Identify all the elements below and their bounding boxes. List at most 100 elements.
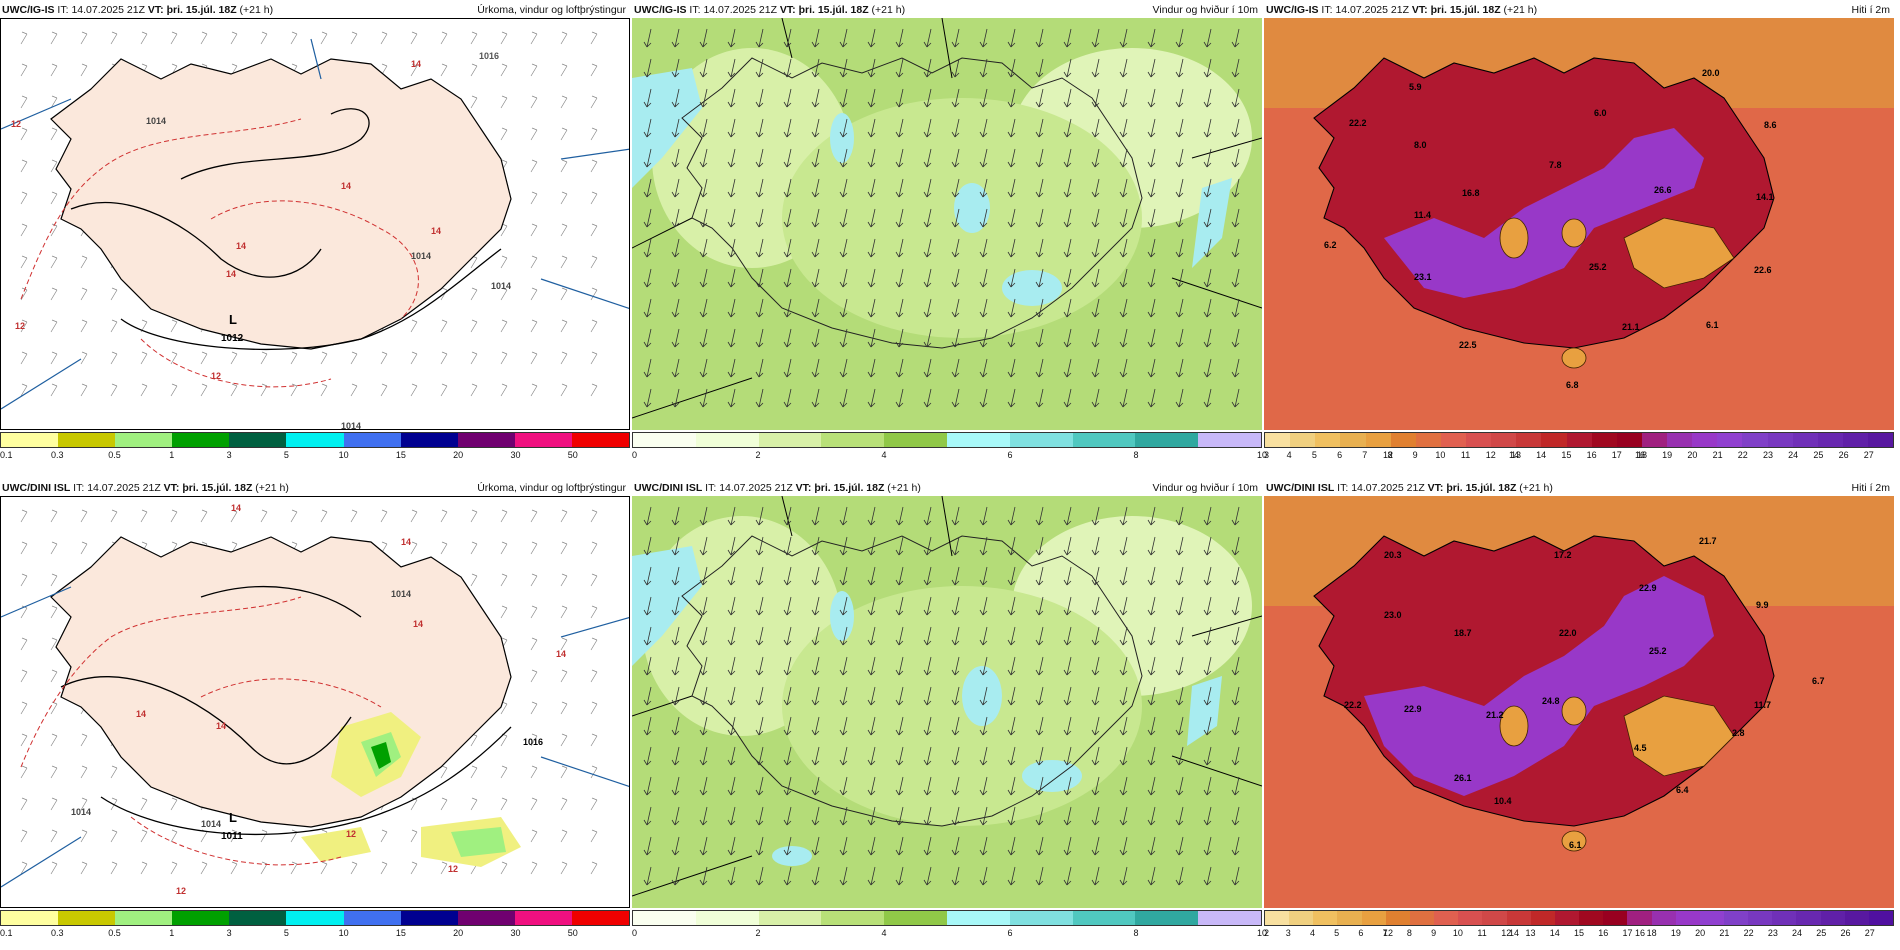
- vt-label: VT:: [795, 482, 812, 494]
- colorbar-segment: [1817, 433, 1843, 447]
- wind-arrow: [839, 28, 848, 48]
- wind-arrow: [951, 118, 960, 138]
- wind-arrow: [1063, 776, 1072, 796]
- wind-arrow: [839, 118, 848, 138]
- wind-arrow: [1035, 596, 1044, 616]
- wind-arrow: [895, 238, 904, 258]
- colorbar-tick-label: 0: [632, 450, 638, 460]
- wind-arrow: [1119, 656, 1128, 676]
- colorbar-segment: [1482, 911, 1507, 925]
- issue-time: 14.07.2025 21Z: [1351, 482, 1425, 494]
- colorbar-segment: [514, 911, 572, 925]
- map-label: 9.9: [1756, 600, 1769, 610]
- wind-arrow: [671, 776, 680, 796]
- wind-barb: [170, 319, 178, 333]
- wind-arrow: [755, 268, 764, 288]
- wind-arrow: [727, 656, 736, 676]
- wind-arrow: [895, 716, 904, 736]
- colorbar-segment: [1554, 911, 1580, 925]
- wind-arrow: [923, 28, 932, 48]
- wind-arrow: [1091, 626, 1100, 646]
- it-label: IT:: [689, 4, 701, 16]
- colorbar-tick-label: 25: [1816, 928, 1827, 938]
- wind-arrow: [1175, 506, 1184, 526]
- wind-arrow: [839, 596, 848, 616]
- wind-arrow: [951, 238, 960, 258]
- colorbar-tick-label: 26: [1840, 928, 1851, 938]
- wind-arrow: [811, 626, 820, 646]
- map-label: 4.5: [1634, 743, 1647, 753]
- wind-arrow: [1147, 208, 1156, 228]
- wind-arrow: [727, 178, 736, 198]
- colorbar-segment: [1409, 911, 1435, 925]
- wind-arrow: [1091, 88, 1100, 108]
- map-label: 14.1: [1756, 192, 1774, 202]
- wind-arrow: [895, 388, 904, 408]
- wind-arrow: [755, 28, 764, 48]
- colorbar-segment: [1566, 433, 1592, 447]
- wind-arrow: [1175, 298, 1184, 318]
- wind-arrow: [811, 716, 820, 736]
- wind-arrow: [1063, 566, 1072, 586]
- wind-barb: [200, 861, 208, 875]
- wind-barb: [560, 191, 568, 205]
- wind-arrow: [1007, 268, 1016, 288]
- wind-arrow: [671, 536, 680, 556]
- wind-arrow: [1063, 866, 1072, 886]
- wind-arrow: [1063, 806, 1072, 826]
- colorbar-tick-label: 10: [1452, 928, 1463, 938]
- map-label: 1014: [146, 116, 166, 126]
- wind-arrow: [1119, 626, 1128, 646]
- wind-barb: [590, 701, 598, 715]
- vt-label: VT:: [147, 4, 164, 16]
- wind-arrow: [923, 178, 932, 198]
- colorbar-segment: [1198, 911, 1261, 925]
- wind-arrow: [783, 686, 792, 706]
- wind-barb: [110, 829, 118, 843]
- wind-arrow: [699, 298, 708, 318]
- wind-barb: [170, 31, 178, 45]
- wind-arrow: [1119, 746, 1128, 766]
- wind-barb: [590, 191, 598, 205]
- colorbar-tick-label: 19: [1670, 928, 1681, 938]
- wind-barb: [230, 351, 238, 365]
- wind-arrow: [867, 776, 876, 796]
- colorbar-segment: [115, 911, 173, 925]
- wind-arrow: [671, 28, 680, 48]
- wind-barb: [470, 287, 478, 301]
- map-label: 14: [556, 649, 566, 659]
- wind-barb: [440, 861, 448, 875]
- panel-igis-temp: UWC/IG-IS IT: 14.07.2025 21Z VT: þri. 15…: [1264, 0, 1894, 470]
- wind-barb: [50, 63, 58, 77]
- wind-arrow: [699, 836, 708, 856]
- wind-arrow: [839, 208, 848, 228]
- wind-arrow: [1007, 118, 1016, 138]
- wind-barb: [80, 765, 88, 779]
- wind-arrow: [783, 328, 792, 348]
- wind-barb: [500, 509, 508, 523]
- wind-arrow: [699, 238, 708, 258]
- wind-arrow: [1231, 28, 1240, 48]
- wind-arrow: [1007, 178, 1016, 198]
- wind-arrow: [1035, 506, 1044, 526]
- wind-arrow: [1175, 88, 1184, 108]
- wind-arrow: [1231, 178, 1240, 198]
- wind-barb: [380, 829, 388, 843]
- wind-arrow: [1175, 716, 1184, 736]
- wind-barb: [560, 319, 568, 333]
- wind-barb: [350, 351, 358, 365]
- panel-title: Úrkoma, vindur og loftþrýstingur: [477, 482, 626, 494]
- wind-arrow: [979, 836, 988, 856]
- wind-arrow: [1231, 506, 1240, 526]
- wind-arrow: [1119, 148, 1128, 168]
- wind-barb: [80, 255, 88, 269]
- wind-arrow: [1035, 328, 1044, 348]
- colorbar-tick-label: 5: [283, 450, 289, 460]
- map-label: 22.6: [1754, 265, 1772, 275]
- colorbar-tick-label: 21: [1719, 928, 1730, 938]
- wind-barb: [500, 383, 508, 397]
- map-label: 1014: [491, 281, 511, 291]
- wind-arrow: [671, 58, 680, 78]
- colorbar-tick-label: 3: [226, 450, 232, 460]
- wind-arrow: [923, 298, 932, 318]
